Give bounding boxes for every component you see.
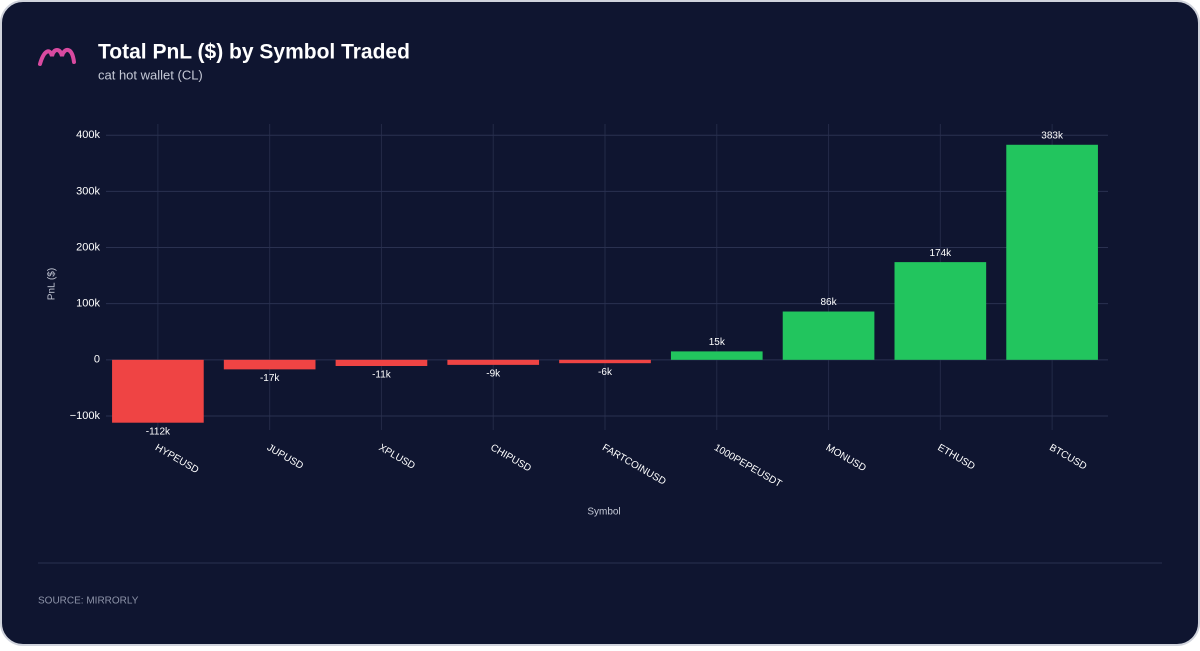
value-label: -17k [260,373,280,384]
y-tick-label: 400k [76,129,100,141]
chart-title: Total PnL ($) by Symbol Traded [98,41,410,64]
bar [782,311,875,360]
bar [1006,144,1098,360]
value-label: -112k [146,426,171,437]
bar [223,359,316,370]
bar [670,351,763,360]
bar [112,359,204,423]
bar [559,359,651,364]
value-label: 174k [929,248,952,259]
value-label: 15k [709,337,726,348]
y-tick-label: 100k [76,298,100,310]
source-note: SOURCE: MIRRORLY [38,596,139,607]
value-label: -6k [598,367,613,378]
y-tick-label: 300k [76,185,100,197]
value-label: 86k [820,297,837,308]
value-label: -9k [486,369,501,380]
value-label: 383k [1041,130,1064,141]
logo [38,48,76,66]
x-axis-title: Symbol [587,507,620,518]
y-axis-title: PnL ($) [47,268,58,300]
value-label: -11k [372,370,392,381]
bar [447,359,540,365]
chart-subtitle: cat hot wallet (CL) [98,67,203,82]
y-tick-label: 0 [94,354,100,366]
y-tick-label: −100k [70,410,101,422]
y-tick-label: 200k [76,241,100,253]
bar [335,359,428,366]
bar [894,262,987,360]
